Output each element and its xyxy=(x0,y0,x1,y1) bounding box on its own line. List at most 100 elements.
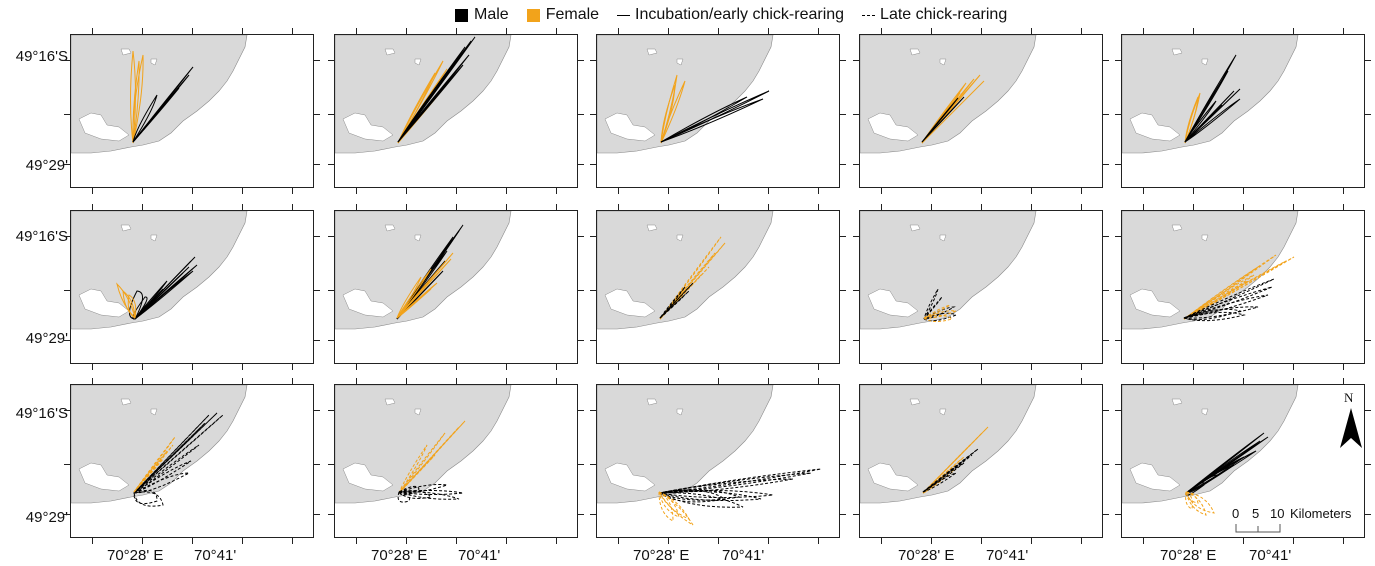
lat-tick xyxy=(853,340,859,341)
track-loop-6 xyxy=(658,489,741,501)
islet-1 xyxy=(414,408,422,416)
map-panel-r2c2 xyxy=(334,210,578,364)
track-loop-3 xyxy=(1185,491,1215,514)
track-loop-9 xyxy=(129,290,143,320)
lat-tick-right xyxy=(314,410,320,411)
lon-tick xyxy=(92,188,93,194)
lat-tick-right xyxy=(840,464,846,465)
scale-tick-10: 10 xyxy=(1270,506,1285,521)
track-loop-3 xyxy=(133,422,206,494)
lat-label-bottom-row1: 49°29' xyxy=(25,157,68,174)
islet-0 xyxy=(909,48,921,56)
islet-0 xyxy=(1171,398,1183,406)
lon-tick xyxy=(556,364,557,370)
lat-label-bottom-row2: 49°29' xyxy=(25,330,68,347)
lat-tick-right xyxy=(1365,410,1371,411)
bay-water xyxy=(867,112,919,142)
track-loop-2 xyxy=(921,80,985,144)
map-svg-r1c1 xyxy=(71,35,248,154)
lat-tick xyxy=(328,514,334,515)
track-male-solid xyxy=(129,256,198,320)
lon-tick-top xyxy=(142,378,143,384)
north-arrow-icon: N xyxy=(1338,390,1364,450)
islet-1 xyxy=(150,234,158,242)
lon-label-right-col1: 70°41' xyxy=(194,547,237,564)
lon-tick xyxy=(718,188,719,194)
lon-tick-top xyxy=(242,204,243,210)
track-loop-1 xyxy=(396,258,452,319)
lon-tick xyxy=(1143,188,1144,194)
coastline-land xyxy=(860,35,1037,154)
lat-tick-right xyxy=(578,464,584,465)
lon-tick xyxy=(292,538,293,544)
islet-1 xyxy=(939,58,947,66)
lon-tick xyxy=(1081,364,1082,370)
lon-tick xyxy=(356,538,357,544)
bay-water xyxy=(342,462,394,492)
lon-tick-top xyxy=(881,28,882,34)
map-panel-r3c4 xyxy=(859,384,1103,538)
map-panel-r3c2 xyxy=(334,384,578,538)
track-loop-0 xyxy=(658,491,694,526)
track-loop-3 xyxy=(1183,266,1259,320)
lon-tick-top xyxy=(768,204,769,210)
lat-tick-right xyxy=(840,340,846,341)
lon-tick-top xyxy=(981,28,982,34)
lat-tick-right xyxy=(1103,410,1109,411)
track-female-dashed xyxy=(1185,491,1215,516)
track-loop-4 xyxy=(397,64,464,143)
lon-tick-top xyxy=(556,28,557,34)
map-panel-r1c1 xyxy=(70,34,314,188)
lon-tick-top xyxy=(668,204,669,210)
lon-tick-top xyxy=(1193,28,1194,34)
lat-tick-right xyxy=(840,410,846,411)
lat-tick-right xyxy=(840,60,846,61)
track-male-dashed xyxy=(659,282,694,319)
map-svg-r2c5 xyxy=(1122,211,1299,330)
lat-tick xyxy=(1115,114,1121,115)
lon-tick-top xyxy=(1343,204,1344,210)
lon-tick-top xyxy=(356,28,357,34)
lon-tick-top xyxy=(768,28,769,34)
lon-tick xyxy=(768,364,769,370)
track-male-dashed xyxy=(133,412,224,507)
map-svg-r3c5 xyxy=(1122,385,1299,516)
lat-tick xyxy=(853,464,859,465)
lat-label-top-row3: 49°16'S xyxy=(15,405,68,422)
lon-tick xyxy=(142,188,143,194)
islet-1 xyxy=(676,234,684,242)
islet-1 xyxy=(150,58,158,66)
map-panel-r1c2 xyxy=(334,34,578,188)
lon-tick xyxy=(881,538,882,544)
track-loop-4 xyxy=(133,444,200,494)
lon-tick xyxy=(881,188,882,194)
islet-0 xyxy=(1171,48,1183,56)
lon-tick-top xyxy=(406,28,407,34)
track-loop-0 xyxy=(396,252,454,319)
track-female-solid xyxy=(1184,92,1201,144)
track-loop-0 xyxy=(1185,491,1199,504)
lat-tick xyxy=(590,114,596,115)
lon-tick xyxy=(456,364,457,370)
lat-tick xyxy=(328,114,334,115)
track-female-dashed xyxy=(923,304,958,322)
lon-tick-top xyxy=(1243,378,1244,384)
lat-tick-right xyxy=(578,290,584,291)
lon-tick-top xyxy=(292,28,293,34)
track-loop-3 xyxy=(922,472,957,493)
track-loop-1 xyxy=(1185,491,1193,510)
track-loop-0 xyxy=(1183,278,1275,319)
lon-tick-top xyxy=(556,204,557,210)
lat-tick-right xyxy=(1103,290,1109,291)
lon-tick-top xyxy=(356,378,357,384)
track-loop-2 xyxy=(923,315,954,322)
islet-0 xyxy=(1171,224,1183,232)
track-loop-5 xyxy=(397,490,411,503)
lon-tick xyxy=(618,364,619,370)
track-loop-2 xyxy=(127,294,137,319)
lon-tick-top xyxy=(406,204,407,210)
lat-tick-right xyxy=(1103,114,1109,115)
map-panel-r2c5 xyxy=(1121,210,1365,364)
track-loop-2 xyxy=(658,478,794,494)
track-male-solid xyxy=(921,96,965,143)
